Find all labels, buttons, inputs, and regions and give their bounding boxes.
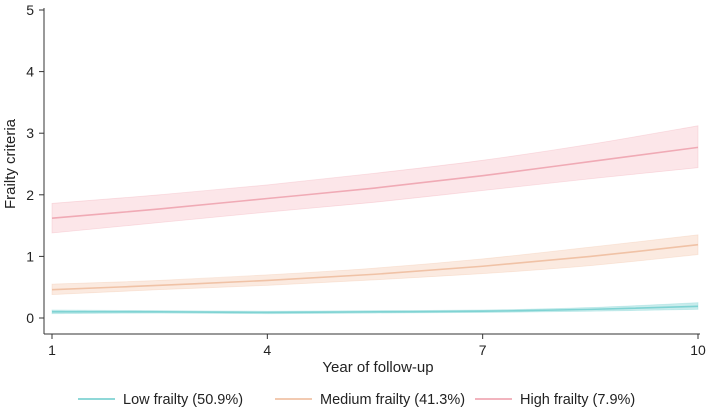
y-axis-title: Frailty criteria <box>2 118 19 209</box>
y-tick-label: 0 <box>26 310 34 326</box>
y-ticks: 0 1 2 3 4 5 <box>26 2 44 326</box>
legend-label-3: High frailty (7.9%) <box>520 392 635 408</box>
confidence-band-2 <box>51 234 699 296</box>
series-line-1 <box>51 305 699 314</box>
y-tick-label: 3 <box>26 125 34 141</box>
confidence-band-3 <box>51 125 699 234</box>
legend: Low frailty (50.9%) Medium frailty (41.3%… <box>78 392 635 408</box>
x-tick-label: 7 <box>479 342 487 358</box>
x-axis-title: Year of follow-up <box>322 359 433 376</box>
y-tick-label: 4 <box>26 64 34 80</box>
x-tick-label: 4 <box>263 342 271 358</box>
legend-label-1: Low frailty (50.9%) <box>123 392 243 408</box>
x-tick-label: 10 <box>690 342 706 358</box>
series-line-3 <box>51 146 699 220</box>
y-tick-label: 1 <box>26 248 34 264</box>
y-tick-label: 5 <box>26 2 34 18</box>
series-lines <box>51 146 699 314</box>
series-line-2 <box>51 243 699 291</box>
x-ticks: 1 4 7 10 <box>48 334 706 358</box>
y-tick-label: 2 <box>26 187 34 203</box>
legend-label-2: Medium frailty (41.3%) <box>320 392 465 408</box>
x-tick-label: 1 <box>48 342 56 358</box>
axes <box>43 8 700 335</box>
